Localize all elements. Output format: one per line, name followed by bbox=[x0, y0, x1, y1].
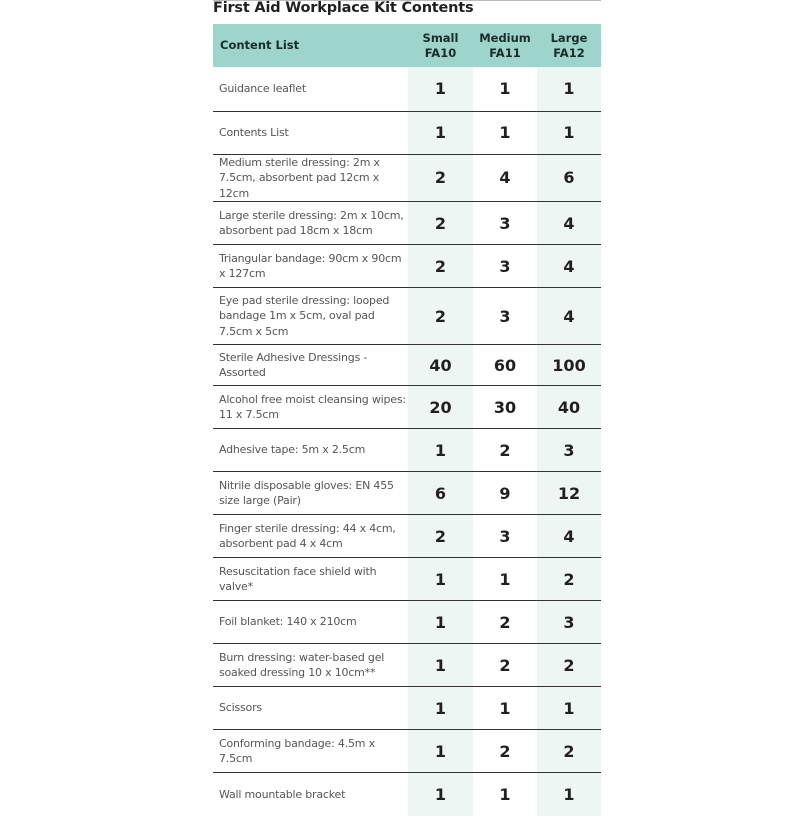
quantity-medium: 1 bbox=[473, 557, 537, 601]
item-name: Medium sterile dressing: 2m x 7.5cm, abs… bbox=[213, 154, 408, 202]
quantity-small: 20 bbox=[408, 385, 473, 429]
quantity-medium: 3 bbox=[473, 514, 537, 558]
quantity-medium: 4 bbox=[473, 154, 537, 202]
table-row: Burn dressing: water-based gel soaked dr… bbox=[213, 643, 601, 687]
quantity-small: 2 bbox=[408, 201, 473, 245]
quantity-large: 4 bbox=[537, 201, 601, 245]
quantity-medium: 2 bbox=[473, 643, 537, 687]
quantity-medium: 30 bbox=[473, 385, 537, 429]
item-name: Contents List bbox=[213, 111, 408, 155]
quantity-small: 2 bbox=[408, 514, 473, 558]
item-name: Wall mountable bracket bbox=[219, 787, 346, 801]
quantity-large: 1 bbox=[537, 111, 601, 155]
header-size: Medium bbox=[479, 30, 531, 45]
page-title: First Aid Workplace Kit Contents bbox=[213, 0, 474, 16]
table-row: Conforming bandage: 4.5m x 7.5cm 1 2 2 bbox=[213, 729, 601, 773]
quantity-large: 4 bbox=[537, 287, 601, 345]
quantity-medium: 3 bbox=[473, 201, 537, 245]
item-name: Nitrile disposable gloves: EN 455 size l… bbox=[213, 471, 408, 515]
table-row: Scissors 1 1 1 bbox=[213, 686, 601, 730]
quantity-small: 1 bbox=[408, 772, 473, 816]
quantity-medium: 1 bbox=[473, 67, 537, 112]
quantity-small: 1 bbox=[408, 67, 473, 112]
quantity-large: 100 bbox=[537, 344, 601, 386]
table-row: Guidance leaflet 1 1 1 bbox=[213, 67, 601, 112]
table-row: Contents List 1 1 1 bbox=[213, 111, 601, 155]
header-content-list: Content List bbox=[213, 24, 408, 67]
quantity-small: 2 bbox=[408, 154, 473, 202]
table-row: Finger sterile dressing: 44 x 4cm, absor… bbox=[213, 514, 601, 558]
quantity-small: 40 bbox=[408, 344, 473, 386]
item-name: Finger sterile dressing: 44 x 4cm, absor… bbox=[213, 514, 408, 558]
table-row: Nitrile disposable gloves: EN 455 size l… bbox=[213, 471, 601, 515]
item-name: Resuscitation face shield with valve* bbox=[213, 557, 408, 601]
table-row: Resuscitation face shield with valve* 1 1 2 bbox=[213, 557, 601, 601]
quantity-large: 3 bbox=[537, 428, 601, 472]
table-row: Triangular bandage: 90cm x 90cm x 127cm 2… bbox=[213, 244, 601, 288]
quantity-small: 1 bbox=[408, 600, 473, 644]
item-name: Large sterile dressing: 2m x 10cm, absor… bbox=[213, 201, 408, 245]
quantity-small: 1 bbox=[408, 729, 473, 773]
quantity-small: 2 bbox=[408, 287, 473, 345]
quantity-small: 1 bbox=[408, 643, 473, 687]
item-name: Adhesive tape: 5m x 2.5cm bbox=[213, 428, 408, 472]
quantity-large: 4 bbox=[537, 514, 601, 558]
quantity-large: 40 bbox=[537, 385, 601, 429]
quantity-small: 1 bbox=[408, 111, 473, 155]
header-code: FA11 bbox=[489, 45, 521, 60]
quantity-small: 1 bbox=[408, 428, 473, 472]
header-small: Small FA10 bbox=[408, 24, 473, 67]
quantity-large: 1 bbox=[537, 686, 601, 730]
table-row: Wall mountable bracket 1 1 1 bbox=[213, 772, 601, 816]
quantity-large: 1 bbox=[537, 772, 601, 816]
quantity-medium: 60 bbox=[473, 344, 537, 386]
table-row: Medium sterile dressing: 2m x 7.5cm, abs… bbox=[213, 154, 601, 202]
header-medium: Medium FA11 bbox=[473, 24, 537, 67]
quantity-large: 2 bbox=[537, 729, 601, 773]
table-row: Eye pad sterile dressing: looped bandage… bbox=[213, 287, 601, 345]
quantity-large: 2 bbox=[537, 643, 601, 687]
quantity-small: 6 bbox=[408, 471, 473, 515]
quantity-medium: 1 bbox=[473, 111, 537, 155]
item-name: Sterile Adhesive Dressings - Assorted bbox=[213, 344, 408, 386]
quantity-large: 3 bbox=[537, 600, 601, 644]
quantity-large: 2 bbox=[537, 557, 601, 601]
quantity-medium: 2 bbox=[473, 729, 537, 773]
item-name: Foil blanket: 140 x 210cm bbox=[213, 600, 408, 644]
header-large: Large FA12 bbox=[537, 24, 601, 67]
item-name: Alcohol free moist cleansing wipes: 11 x… bbox=[213, 385, 408, 429]
quantity-small: 1 bbox=[408, 557, 473, 601]
table-row: Sterile Adhesive Dressings - Assorted 40 6… bbox=[213, 344, 601, 386]
quantity-medium: 1 bbox=[499, 784, 511, 804]
item-name: Scissors bbox=[213, 686, 408, 730]
quantity-large: 4 bbox=[537, 244, 601, 288]
header-row: Content List Small FA10 Medium FA11 Large F… bbox=[213, 24, 601, 67]
item-name: Conforming bandage: 4.5m x 7.5cm bbox=[213, 729, 408, 773]
quantity-medium: 3 bbox=[473, 287, 537, 345]
table-row: Adhesive tape: 5m x 2.5cm 1 2 3 bbox=[213, 428, 601, 472]
quantity-medium: 1 bbox=[473, 686, 537, 730]
item-name: Triangular bandage: 90cm x 90cm x 127cm bbox=[213, 244, 408, 288]
quantity-large: 1 bbox=[537, 67, 601, 112]
table-row: Large sterile dressing: 2m x 10cm, absor… bbox=[213, 201, 601, 245]
quantity-small: 2 bbox=[408, 244, 473, 288]
item-name: Burn dressing: water-based gel soaked dr… bbox=[213, 643, 408, 687]
table-row: Alcohol free moist cleansing wipes: 11 x… bbox=[213, 385, 601, 429]
quantity-medium: 9 bbox=[473, 471, 537, 515]
quantity-medium: 2 bbox=[473, 600, 537, 644]
item-name: Eye pad sterile dressing: looped bandage… bbox=[213, 287, 408, 345]
quantity-large: 6 bbox=[537, 154, 601, 202]
item-name: Guidance leaflet bbox=[213, 67, 408, 112]
header-code: FA12 bbox=[553, 45, 585, 60]
header-code: FA10 bbox=[424, 45, 457, 60]
quantity-medium: 3 bbox=[473, 244, 537, 288]
header-size: Small bbox=[422, 30, 459, 45]
quantity-medium: 2 bbox=[473, 428, 537, 472]
header-size: Large bbox=[550, 30, 588, 45]
kit-contents-table: Content List Small FA10 Medium FA11 Large F… bbox=[213, 24, 601, 816]
table-row: Foil blanket: 140 x 210cm 1 2 3 bbox=[213, 600, 601, 644]
quantity-large: 12 bbox=[537, 471, 601, 515]
top-divider bbox=[213, 0, 601, 1]
quantity-small: 1 bbox=[408, 686, 473, 730]
